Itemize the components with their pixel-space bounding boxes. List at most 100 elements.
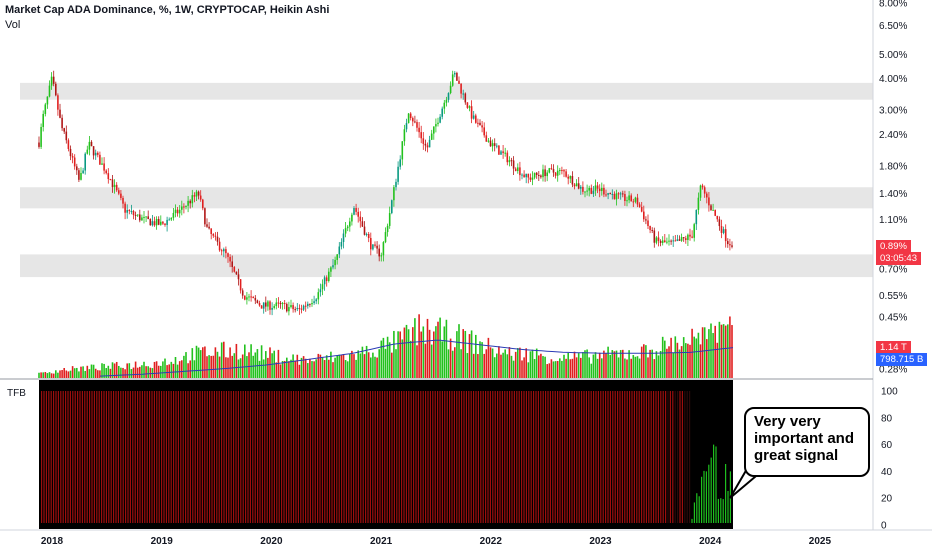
candle-238 (538, 175, 540, 177)
volume-bar-121 (292, 354, 294, 378)
volume-bar-241 (544, 356, 546, 378)
volume-bar-164 (382, 337, 385, 378)
candle-209 (477, 122, 479, 124)
tfb-bar-162 (429, 391, 431, 523)
tfb-bar-23 (96, 391, 98, 523)
volume-value-tag: 1.14 T (876, 341, 911, 354)
candle-8 (55, 83, 57, 96)
candle-284 (634, 197, 637, 202)
tfb-bar-140 (377, 391, 379, 523)
candle-82 (210, 228, 212, 234)
tfb-bar-58 (180, 391, 182, 523)
volume-bar-327 (724, 325, 727, 378)
candle-268 (601, 187, 603, 192)
volume-bar-280 (626, 359, 628, 378)
candle-185 (426, 145, 429, 148)
tfb-bar-231 (595, 391, 597, 523)
tfb-bar-138 (372, 391, 374, 523)
candle-260 (584, 191, 586, 193)
candle-231 (523, 174, 525, 178)
volume-bar-300 (668, 346, 670, 378)
candle-296 (659, 240, 662, 243)
candle-130 (311, 303, 313, 305)
time-tick-label: 2025 (809, 536, 832, 547)
candle-13 (65, 131, 68, 141)
candle-23 (86, 149, 89, 154)
volume-bar-317 (703, 327, 706, 378)
tfb-bar-96 (271, 391, 273, 523)
tfb-bar-97 (273, 391, 275, 523)
tfb-bar-135 (365, 391, 367, 523)
tfb-bar-83 (240, 391, 242, 523)
price-tick-label: 6.50% (879, 21, 907, 32)
tfb-bar-179 (470, 391, 472, 523)
candle-55 (153, 221, 156, 226)
volume-bar-86 (218, 356, 221, 378)
price-tick-label: 1.40% (879, 189, 907, 200)
candle-131 (313, 301, 315, 304)
tfb-bar-56 (175, 391, 177, 523)
candle-125 (300, 308, 303, 310)
volume-bar-156 (365, 345, 368, 378)
tfb-bar-116 (319, 391, 321, 523)
volume-bar-19 (78, 371, 80, 378)
tfb-bar-220 (569, 391, 571, 523)
candle-58 (160, 221, 162, 225)
tfb-bar-133 (360, 391, 362, 523)
tfb-bar-247 (633, 391, 635, 523)
volume-bar-49 (141, 365, 143, 378)
volume-bar-247 (556, 360, 559, 378)
tfb-bar-101 (283, 391, 285, 523)
indicator-axis[interactable]: 100 80 60 40 20 0 (881, 387, 898, 532)
volume-bar-276 (617, 357, 620, 378)
time-axis[interactable]: 201820192020202120222023202420252 (41, 536, 932, 547)
indicator-tick-label: 100 (881, 387, 898, 398)
volume-label[interactable]: Vol (5, 19, 21, 31)
candle-278 (622, 193, 624, 195)
tfb-bar-277 (705, 471, 707, 523)
tfb-bar-149 (398, 391, 400, 523)
tfb-bar-9 (62, 391, 64, 523)
tfb-bar-161 (427, 391, 429, 523)
tfb-bar-157 (417, 391, 419, 523)
price-tick-label: 0.70% (879, 264, 907, 275)
tfb-bar-71 (211, 391, 213, 523)
candle-111 (271, 307, 273, 310)
candle-20 (80, 173, 82, 180)
candle-153 (359, 216, 362, 222)
candle-199 (456, 72, 458, 81)
candle-201 (460, 83, 462, 94)
candle-200 (458, 80, 460, 84)
tfb-bar-275 (701, 476, 703, 523)
volume-bar-143 (338, 354, 341, 378)
tfb-bar-145 (389, 391, 391, 523)
candle-91 (229, 256, 231, 262)
time-tick-label: 2021 (370, 536, 393, 547)
tfb-bar-64 (194, 391, 196, 523)
volume-bar-14 (67, 371, 70, 378)
tfb-bar-107 (297, 391, 299, 523)
volume-bar-307 (682, 337, 685, 378)
candle-78 (202, 199, 204, 209)
candle-133 (317, 292, 320, 300)
price-axis[interactable]: 8.00% 6.50% 5.00% 4.00% 3.00% 2.40% 1.80% 1.40%… (879, 0, 907, 376)
tfb-bar-198 (516, 391, 518, 523)
volume-bar-291 (649, 349, 651, 378)
volume-bar-169 (393, 330, 395, 378)
candle-31 (103, 163, 105, 171)
candle-220 (500, 151, 502, 155)
tfb-bar-235 (605, 391, 607, 523)
tfb-bar-42 (141, 391, 143, 523)
volume-bar-194 (445, 319, 448, 378)
tfb-bar-239 (614, 391, 616, 523)
price-tick-label: 0.45% (879, 313, 907, 324)
candle-41 (124, 203, 126, 213)
volume-bar-101 (250, 344, 252, 378)
volume-bar-311 (691, 328, 693, 378)
tfb-bar-141 (379, 391, 381, 523)
chart-title[interactable]: Market Cap ADA Dominance, %, 1W, CRYPTOC… (5, 4, 330, 16)
candle-53 (149, 219, 152, 226)
candle-320 (710, 205, 712, 211)
indicator-label[interactable]: TFB (7, 388, 26, 399)
tfb-bar-8 (60, 391, 62, 523)
